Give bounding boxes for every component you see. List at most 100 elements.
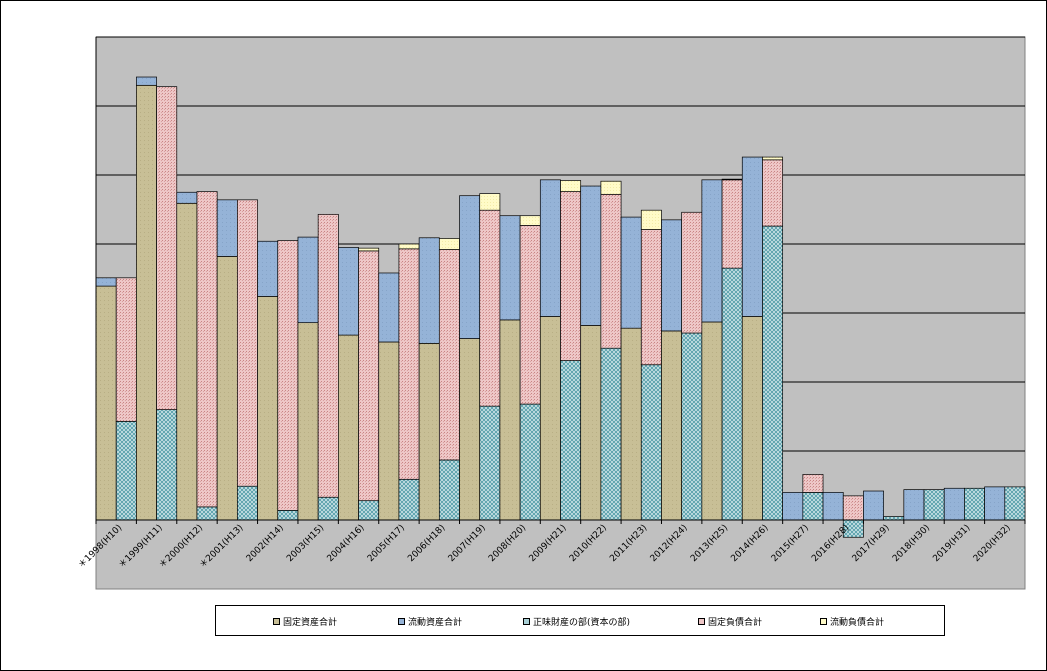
bar-net_worth-13 [640, 364, 662, 521]
bar-current_liabilities-7 [398, 243, 420, 250]
bar-fixed_liabilities-13 [640, 229, 662, 366]
bar-current_assets-20 [903, 489, 925, 521]
bar-fixed_assets-8 [418, 343, 440, 521]
legend-label: 固定負債合計 [708, 617, 763, 628]
bar-current_assets-21 [943, 487, 965, 521]
bar-current_assets-13 [620, 216, 642, 329]
bar-current_assets-12 [580, 185, 602, 326]
bar-fixed_liabilities-0 [115, 277, 137, 422]
bar-net_worth-7 [398, 478, 420, 521]
bar-current_liabilities-11 [560, 180, 582, 192]
bar-fixed_liabilities-15 [721, 179, 743, 269]
bar-net_worth-8 [438, 459, 460, 521]
bar-current_assets-19 [863, 490, 884, 521]
bar-fixed_assets-3 [216, 256, 238, 521]
bar-net_worth-14 [681, 332, 703, 521]
legend-label: 流動負債合計 [830, 617, 885, 628]
legend-item-current_assets: 流動資産合計 [398, 614, 462, 628]
bar-net_worth-11 [560, 360, 582, 521]
bar-fixed_assets-14 [661, 330, 683, 521]
bar-net_worth-1 [156, 409, 178, 521]
bar-net_worth-3 [237, 485, 258, 521]
bar-net_worth-2 [196, 506, 218, 521]
bar-current_assets-3 [216, 199, 238, 257]
bar-fixed_assets-2 [176, 202, 198, 521]
bar-fixed_liabilities-11 [560, 191, 582, 361]
legend-swatch [273, 617, 280, 625]
bar-current_assets-0 [95, 277, 117, 287]
bar-net_worth-4 [277, 509, 299, 521]
bar-current_liabilities-16 [762, 156, 784, 161]
bar-current_liabilities-10 [519, 215, 541, 226]
bar-fixed_assets-0 [95, 285, 117, 521]
bar-fixed_liabilities-2 [196, 191, 218, 508]
bar-net_worth-10 [519, 403, 541, 521]
bar-fixed_liabilities-4 [277, 240, 299, 511]
bar-net_worth-22 [1004, 486, 1026, 521]
bar-net_worth-12 [600, 347, 622, 521]
bar-fixed_liabilities-12 [600, 193, 622, 349]
bar-net_worth-9 [479, 405, 501, 521]
bar-fixed_assets-5 [297, 322, 319, 521]
bar-fixed_assets-15 [701, 321, 723, 521]
bar-fixed_liabilities-6 [358, 250, 380, 502]
legend-item-current_liabilities: 流動負債合計 [820, 614, 884, 628]
bar-current_assets-4 [257, 240, 279, 297]
legend-item-fixed_liabilities: 固定負債合計 [698, 614, 762, 628]
bar-fixed_assets-4 [257, 296, 279, 521]
bar-current_liabilities-6 [358, 247, 380, 252]
bar-fixed_liabilities-5 [317, 213, 339, 498]
bar-fixed_liabilities-8 [438, 249, 460, 461]
bar-current_liabilities-15 [721, 178, 743, 181]
bar-net_worth-6 [358, 500, 380, 521]
bar-net_worth-0 [115, 420, 137, 521]
bar-current_liabilities-9 [479, 193, 501, 211]
bar-fixed_assets-7 [378, 341, 400, 521]
bar-current_assets-15 [701, 179, 723, 323]
bars [95, 76, 1026, 538]
bar-current_assets-16 [741, 156, 763, 317]
bar-fixed_liabilities-17 [802, 474, 824, 493]
legend-label: 正味財産の部(資本の部) [533, 617, 631, 628]
bar-current_assets-8 [418, 237, 440, 344]
bar-fixed_liabilities-9 [479, 209, 501, 407]
bar-current_assets-17 [782, 492, 804, 521]
bar-current_assets-11 [539, 179, 561, 317]
legend-swatch [398, 617, 405, 625]
x-tick-marks [95, 520, 1026, 524]
legend: 固定資産合計 流動資産合計 正味財産の部(資本の部) 固定負債合計 流動負債合計 [215, 605, 945, 636]
bar-fixed_liabilities-18 [842, 495, 864, 521]
bar-fixed_liabilities-14 [681, 211, 703, 334]
legend-label: 固定資産合計 [283, 617, 338, 628]
bar-current_assets-9 [459, 195, 481, 339]
bar-net_worth-5 [317, 496, 339, 521]
bar-fixed_assets-6 [338, 334, 359, 521]
bar-current_assets-18 [822, 492, 844, 521]
bar-fixed_assets-9 [459, 338, 481, 521]
legend-swatch [523, 617, 530, 625]
bar-fixed_assets-1 [136, 84, 157, 521]
bar-current_assets-6 [338, 247, 359, 336]
bar-fixed_liabilities-1 [156, 86, 178, 410]
legend-label: 流動資産合計 [408, 617, 463, 628]
bar-fixed_assets-10 [499, 319, 521, 521]
bar-current_assets-1 [136, 76, 157, 86]
bar-net_worth-15 [721, 267, 743, 521]
bar-net_worth-20 [923, 489, 945, 521]
bar-fixed_assets-16 [741, 316, 763, 521]
bar-net_worth-17 [802, 492, 824, 521]
bar-current_assets-14 [661, 219, 683, 332]
bar-fixed_liabilities-16 [762, 159, 784, 227]
bar-current_assets-7 [378, 272, 400, 343]
bar-net_worth-16 [762, 225, 784, 521]
legend-swatch [698, 617, 705, 625]
bar-current_liabilities-8 [438, 238, 460, 250]
bar-fixed_liabilities-7 [398, 248, 420, 480]
bar-current_liabilities-12 [600, 180, 622, 195]
bar-current_liabilities-13 [640, 209, 662, 230]
bar-fixed_liabilities-3 [237, 199, 258, 487]
legend-item-net_worth: 正味財産の部(資本の部) [523, 614, 630, 628]
legend-swatch [820, 617, 827, 625]
bar-current_assets-10 [499, 215, 521, 321]
